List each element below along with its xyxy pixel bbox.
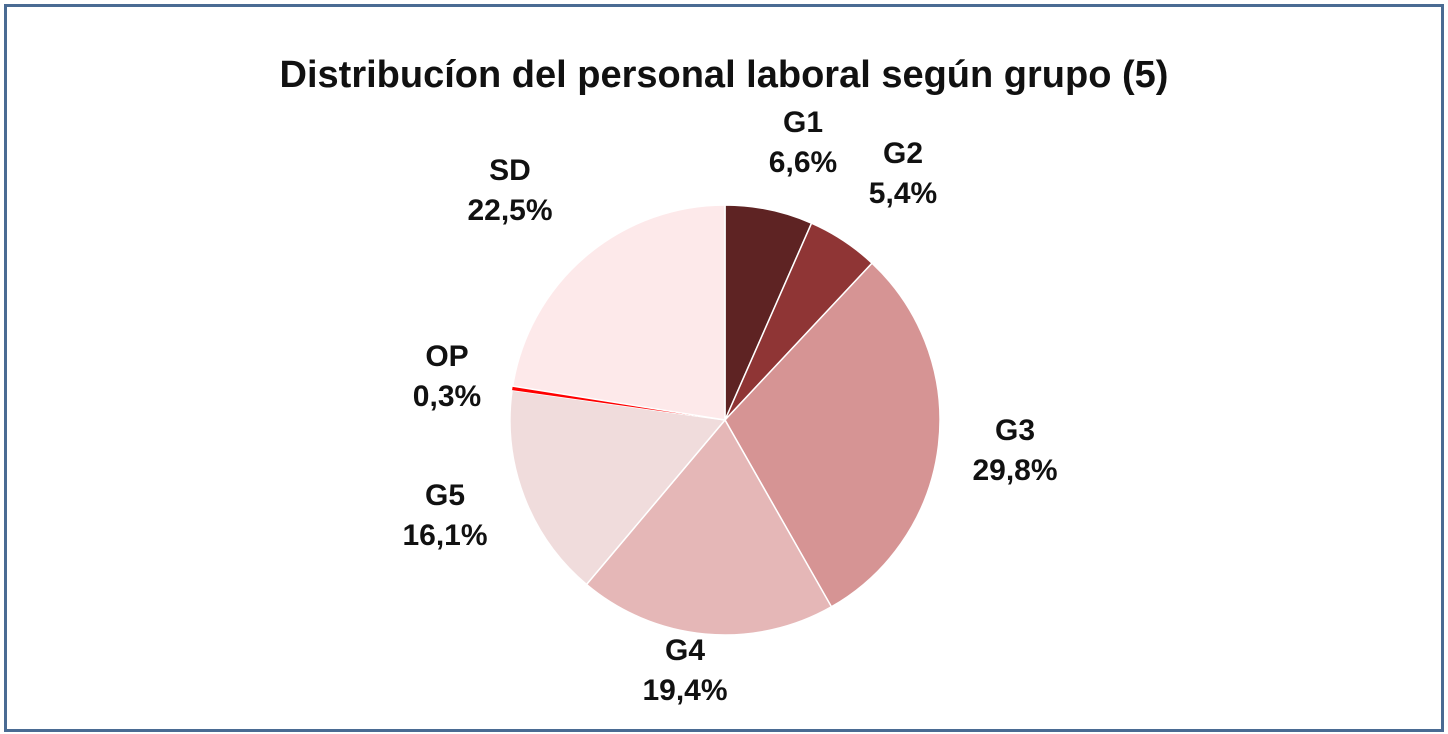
- slice-label-g2: G2: [883, 137, 923, 170]
- pie-slice-g5: [509, 389, 727, 586]
- slice-label-g3: G3: [995, 414, 1035, 447]
- slice-value-g4: 19,4%: [642, 674, 727, 707]
- slice-value-g1: 6,6%: [769, 146, 837, 179]
- chart-title: Distribucíon del personal laboral según …: [279, 54, 1169, 96]
- pie-slice-g4: [585, 418, 833, 636]
- pie-slice-sd: [511, 204, 726, 421]
- pie-slice-g3: [724, 262, 941, 608]
- slice-value-g2: 5,4%: [869, 177, 937, 210]
- slice-value-g3: 29,8%: [972, 454, 1057, 487]
- slice-value-g5: 16,1%: [402, 519, 487, 552]
- slice-label-op: OP: [425, 340, 468, 373]
- slice-label-sd: SD: [489, 154, 531, 187]
- slice-label-g4: G4: [665, 634, 705, 667]
- slice-value-op: 0,3%: [413, 380, 481, 413]
- slice-label-g1: G1: [783, 106, 823, 139]
- slice-label-g5: G5: [425, 479, 465, 512]
- slice-value-sd: 22,5%: [467, 194, 552, 227]
